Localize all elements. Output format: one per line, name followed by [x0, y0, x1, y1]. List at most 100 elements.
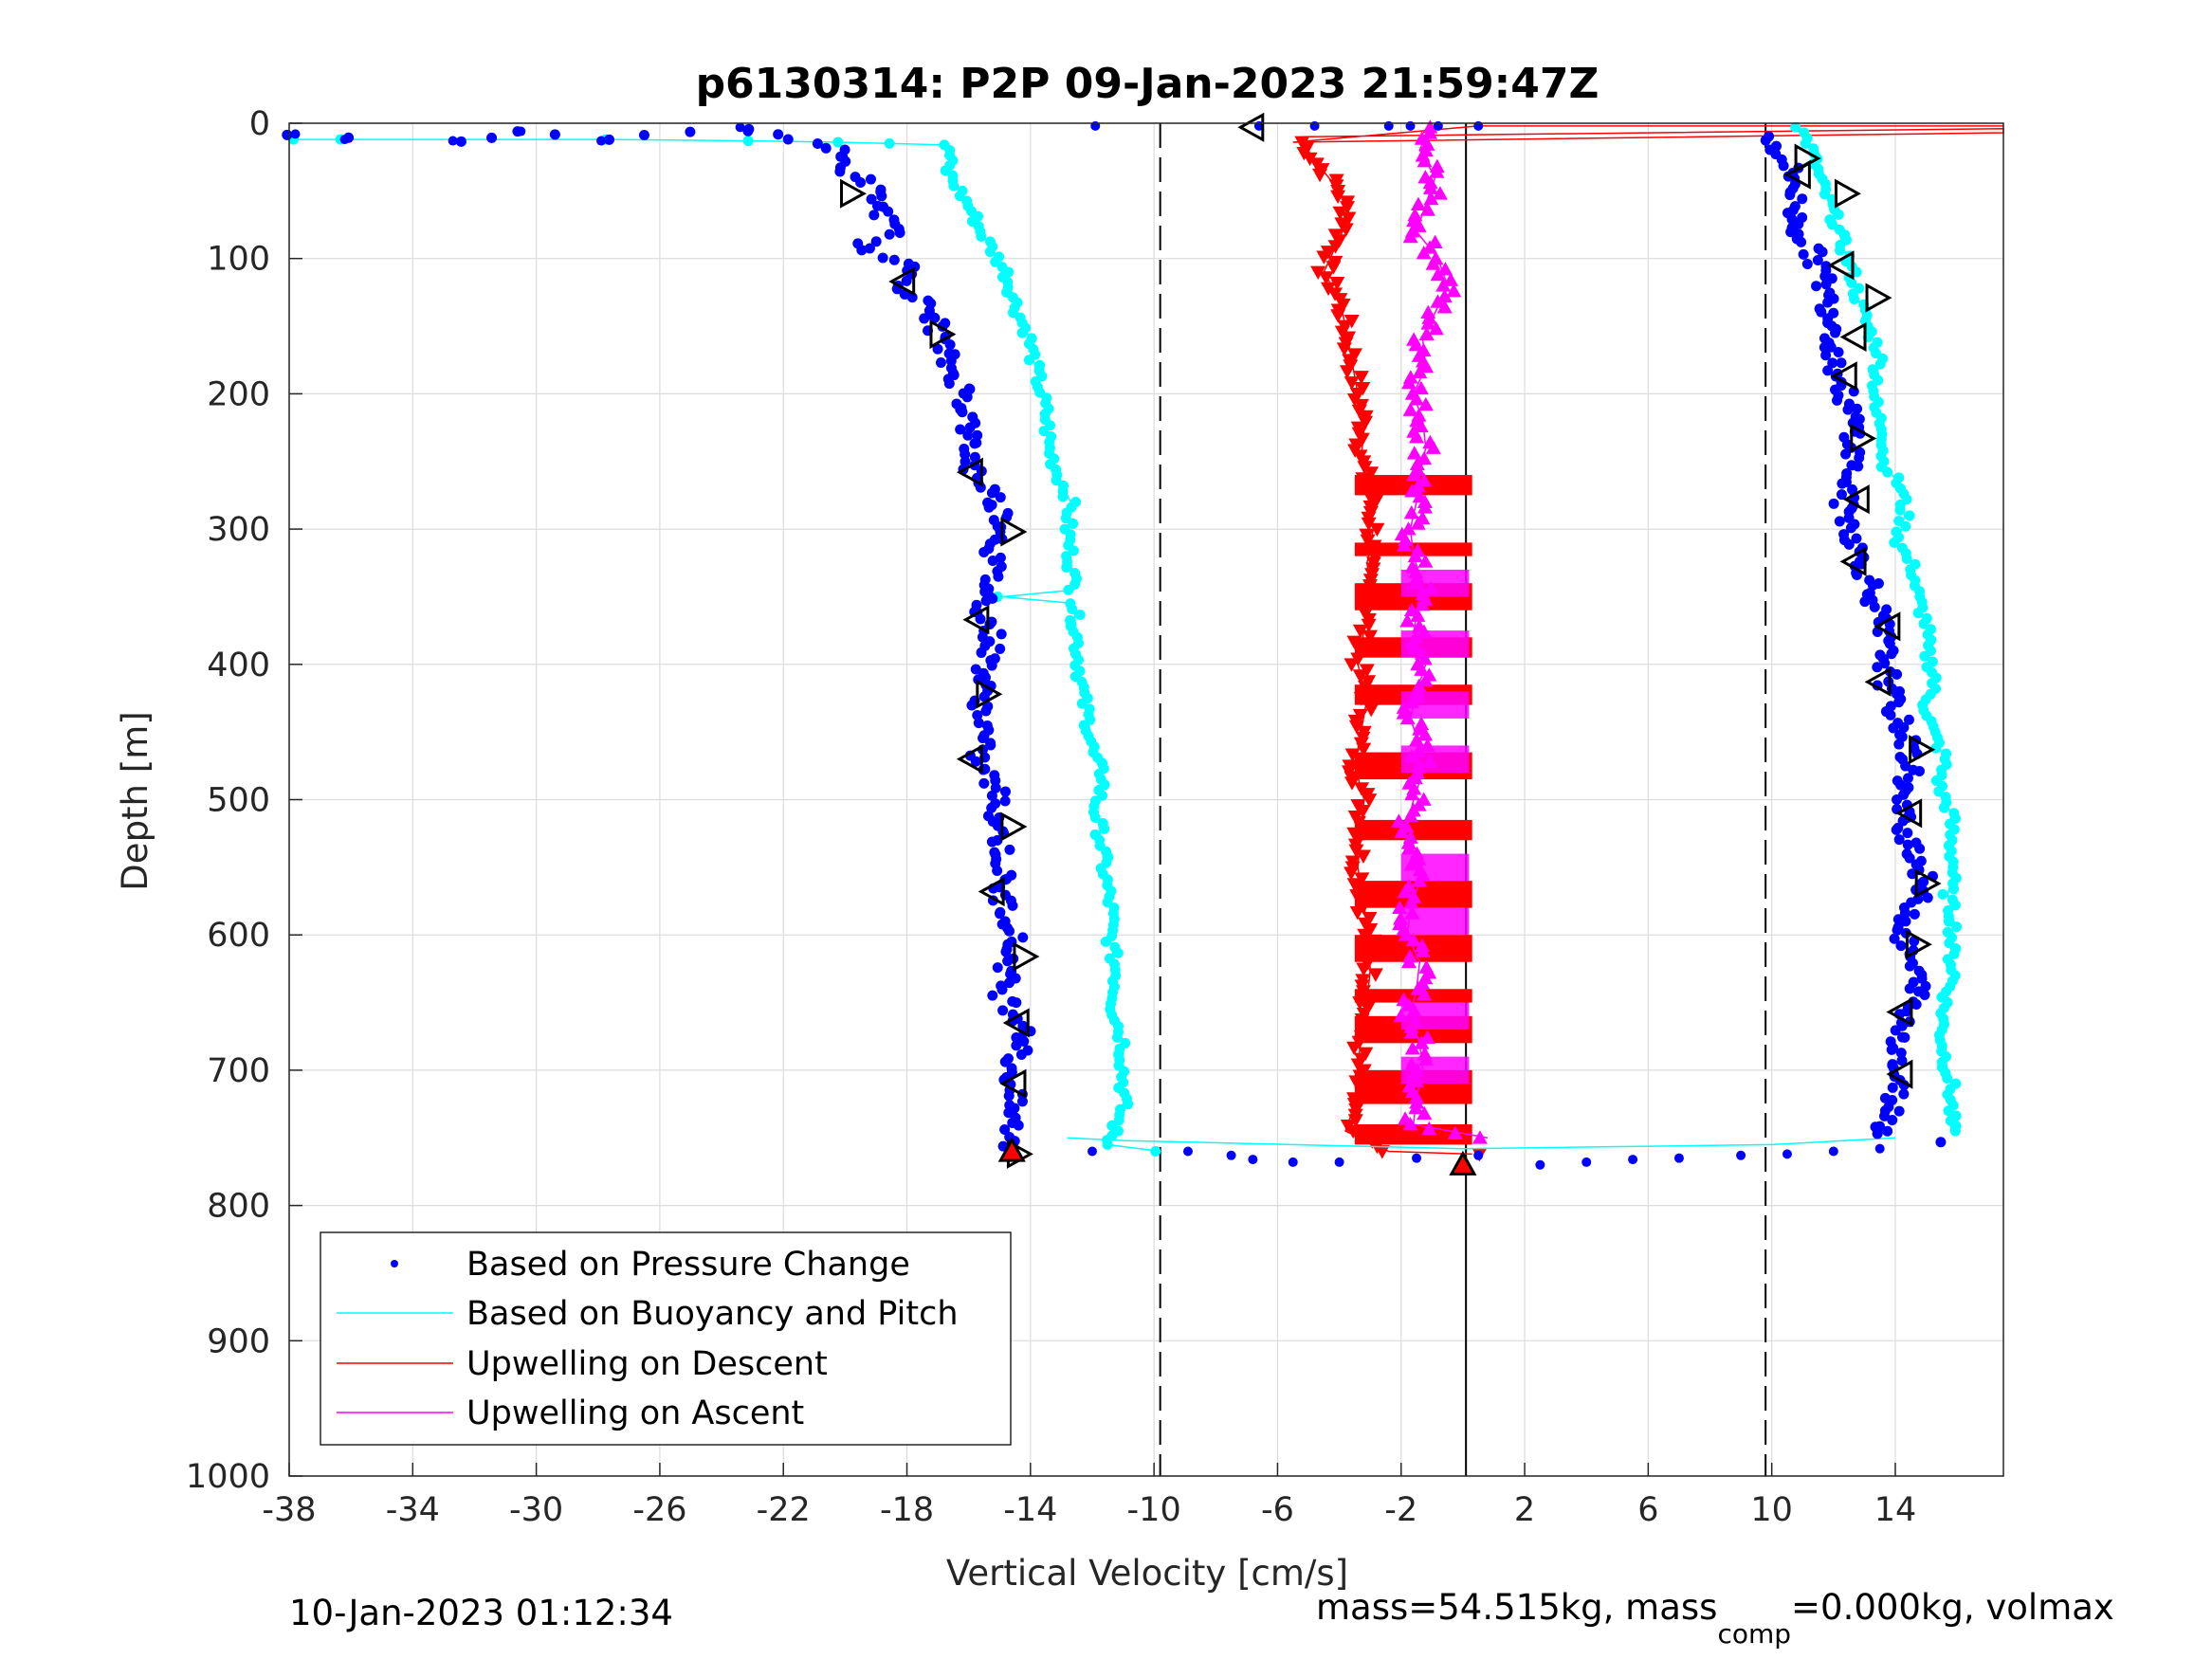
legend-item-upwelling-descent: Upwelling on Descent [337, 1345, 828, 1383]
upwelling-descent-marker [1354, 872, 1370, 886]
upwelling-descent-marker [1344, 866, 1360, 881]
pressure-change-point [978, 546, 990, 557]
buoyancy-pitch-point [1800, 137, 1811, 149]
upwelling-ascent-marker [1403, 894, 1419, 909]
pressure-change-point [1830, 327, 1841, 338]
legend-label: Upwelling on Ascent [466, 1395, 804, 1432]
pressure-change-point [935, 356, 946, 368]
direction-markers [839, 112, 1942, 1176]
pressure-change-point [1874, 1143, 1885, 1154]
reference-lines [1159, 123, 1767, 1476]
buoyancy-pitch-point [884, 137, 895, 149]
buoyancy-pitch-point [948, 180, 960, 191]
buoyancy-pitch-point [1951, 921, 1963, 933]
upwelling-ascent-marker [1407, 575, 1423, 590]
direction-marker-right [1013, 941, 1040, 972]
pressure-change-point [972, 709, 983, 720]
upwelling-descent-marker [1363, 466, 1380, 481]
pressure-change-point [1893, 1105, 1905, 1117]
upwelling-ascent-marker [1418, 326, 1435, 341]
pressure-change-point [992, 962, 1003, 974]
upwelling-ascent-marker [1408, 337, 1424, 352]
upwelling-ascent-marker [1413, 418, 1429, 433]
pressure-change-point [1893, 834, 1905, 846]
upwelling-ascent-marker [1397, 538, 1413, 552]
footer-timestamp: 10-Jan-2023 01:12:34 [289, 1593, 673, 1633]
pressure-change-point [604, 134, 615, 145]
buoyancy-pitch-point [1933, 786, 1945, 797]
upwelling-ascent-marker [1400, 954, 1417, 969]
pressure-change-point [868, 210, 880, 221]
upwelling-ascent-marker [1412, 873, 1428, 887]
pressure-change-point [975, 613, 986, 625]
upwelling-descent-marker [1344, 376, 1360, 391]
buoyancy-pitch-point [940, 165, 951, 176]
upwelling-descent-marker [1338, 223, 1354, 237]
buoyancy-pitch-point [1949, 1125, 1961, 1137]
upwelling-ascent-marker [1402, 228, 1418, 244]
pressure-change-point [1535, 1159, 1545, 1170]
x-tick-label: -2 [1384, 1491, 1417, 1529]
pressure-change-point [1013, 1120, 1024, 1131]
upwelling-ascent-marker [1406, 446, 1422, 460]
pressure-change-point [1412, 1153, 1422, 1163]
pressure-change-point [995, 643, 1006, 654]
buoyancy-pitch-point [1889, 537, 1900, 548]
upwelling-ascent-marker [1409, 732, 1425, 747]
pressure-change-point [685, 126, 696, 137]
upwelling-ascent-marker [1414, 662, 1430, 676]
pressure-change-point [1087, 1146, 1097, 1157]
upwelling-ascent-marker [1436, 288, 1453, 303]
pressure-change-point [1854, 452, 1865, 464]
pressure-change-point [1822, 297, 1834, 308]
upwelling-ascent-marker [1417, 651, 1433, 665]
upwelling-ascent-marker [1417, 500, 1433, 514]
pressure-change-point [742, 125, 754, 137]
upwelling-ascent-marker [1398, 927, 1414, 941]
pressure-change-point [1581, 1157, 1592, 1167]
upwelling-ascent-marker [1402, 402, 1418, 416]
upwelling-descent-band [1354, 819, 1472, 841]
mass-text-part1: mass=54.515kg, mass [1316, 1587, 1717, 1628]
direction-marker-right [1834, 178, 1861, 209]
pressure-change-point [1893, 697, 1905, 708]
buoyancy-pitch-point [1068, 545, 1079, 556]
legend-label: Based on Pressure Change [466, 1246, 910, 1284]
y-tick-label: 500 [207, 782, 270, 820]
x-tick-label: 6 [1637, 1491, 1658, 1529]
upwelling-ascent-marker [1413, 380, 1429, 395]
pressure-change-point [877, 252, 888, 264]
pressure-change-point [883, 206, 894, 217]
pressure-change-point [985, 739, 996, 751]
pressure-change-point [943, 378, 955, 390]
pressure-change-point [1778, 160, 1789, 172]
upwelling-ascent-marker [1430, 294, 1446, 308]
buoyancy-pitch-point [1900, 520, 1911, 532]
buoyancy-pitch-point [1901, 553, 1912, 564]
upwelling-ascent-marker [1472, 1130, 1488, 1144]
pressure-change-point [1869, 601, 1880, 612]
y-tick-label: 900 [207, 1322, 270, 1360]
upwelling-ascent-marker [1419, 202, 1435, 216]
pressure-change-point [1872, 1128, 1883, 1139]
upwelling-ascent-marker [1417, 554, 1434, 568]
pressure-change-point [856, 245, 868, 256]
pressure-change-point [997, 1005, 1009, 1016]
upwelling-ascent-marker [1417, 1105, 1433, 1120]
upwelling-descent-band [1354, 475, 1472, 496]
pressure-change-point [983, 501, 995, 513]
upwelling-ascent-marker [1403, 694, 1419, 709]
upwelling-descent-marker [1352, 624, 1368, 639]
pressure-change-point [1888, 722, 1899, 734]
pressure-change-point [1736, 1150, 1746, 1160]
upwelling-ascent-marker [1443, 272, 1459, 286]
pressure-change-point [1891, 824, 1902, 835]
x-tick-label: -38 [262, 1491, 316, 1529]
pressure-change-point [1820, 279, 1832, 290]
pressure-change-point [1887, 1115, 1898, 1126]
pressure-change-point [866, 193, 877, 205]
pressure-change-point [986, 487, 997, 499]
upwelling-ascent-marker [1422, 754, 1438, 768]
upwelling-descent-marker [1353, 754, 1369, 768]
pressure-change-point [884, 228, 895, 240]
